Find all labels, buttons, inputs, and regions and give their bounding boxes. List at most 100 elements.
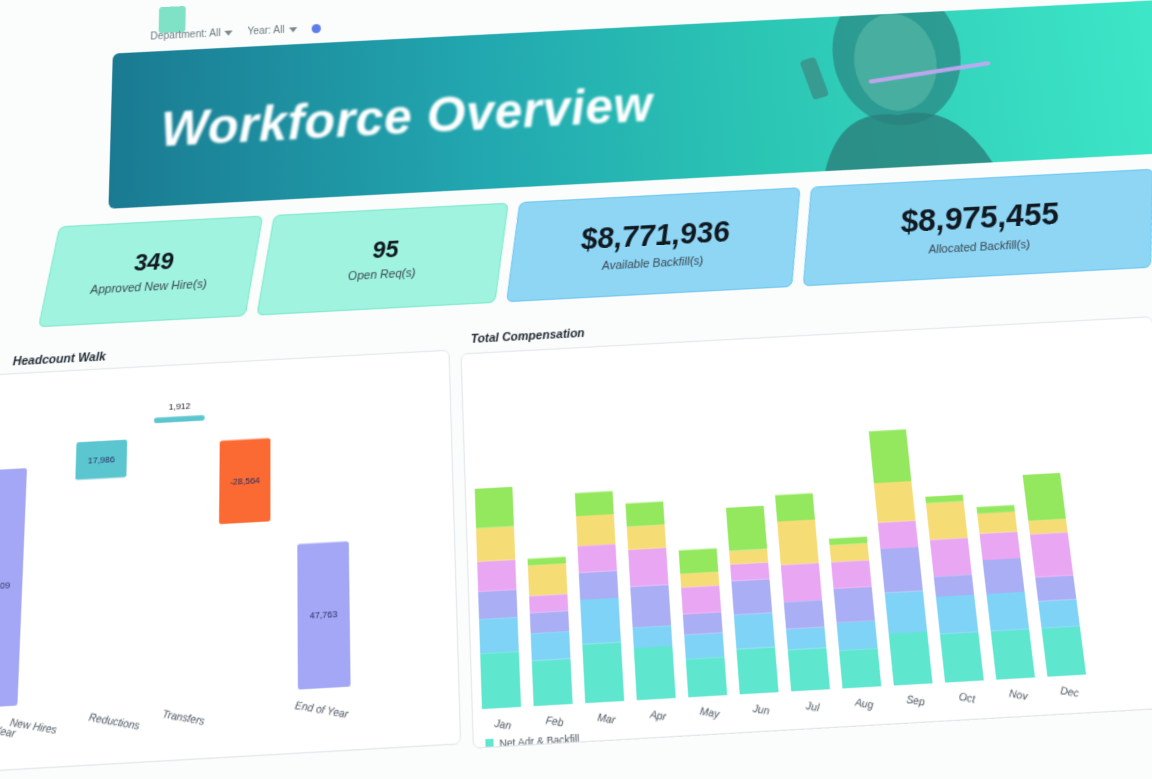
compensation-bar-segment xyxy=(576,514,615,546)
compensation-bar-segment xyxy=(1042,626,1087,676)
waterfall-bar xyxy=(154,415,205,423)
compensation-bar-segment xyxy=(831,560,872,589)
compensation-bar-segment xyxy=(786,627,826,650)
compensation-bar-segment xyxy=(529,594,568,613)
compensation-bar-segment xyxy=(531,631,571,661)
compensation-bar-segment xyxy=(476,526,515,561)
kpi-card-allocated-backfills: $8,975,455 Allocated Backfill(s) xyxy=(803,169,1152,287)
legend-swatch xyxy=(485,739,493,748)
compensation-bar-segment xyxy=(679,548,719,574)
kpi-card-approved-new-hires: 349 Approved New Hire(s) xyxy=(38,216,263,328)
kpi-value: $8,975,455 xyxy=(899,196,1062,241)
compensation-bar-segment xyxy=(731,579,772,615)
compensation-bar-segment xyxy=(684,633,724,659)
compensation-bar-segment xyxy=(686,657,727,697)
month-tick-label: Oct xyxy=(958,690,976,705)
compensation-bar-segment xyxy=(880,547,922,593)
compensation-bar-segment xyxy=(734,613,775,649)
headcount-walk-panel: 78,80917,9861,912-28,56447,763Start of Y… xyxy=(0,350,461,773)
kpi-label: Allocated Backfill(s) xyxy=(927,238,1030,256)
compensation-bar-segment xyxy=(977,512,1017,534)
kpi-value: $8,771,936 xyxy=(580,214,731,256)
compensation-bar-segment xyxy=(936,595,978,635)
compensation-bar-segment xyxy=(580,598,621,645)
chevron-down-icon xyxy=(225,30,233,35)
compensation-bar-segment xyxy=(579,571,619,600)
compensation-bar-segment xyxy=(926,501,968,539)
compensation-bar-segment xyxy=(628,548,668,587)
compensation-bar-segment xyxy=(885,591,927,634)
waterfall-value-label: 17,986 xyxy=(88,454,116,466)
user-avatar-icon[interactable] xyxy=(311,24,320,33)
compensation-bar-segment xyxy=(983,558,1025,594)
compensation-bar-segment xyxy=(683,612,723,635)
kpi-label: Approved New Hire(s) xyxy=(90,278,207,297)
waterfall-category-label: New Hires xyxy=(9,716,59,737)
compensation-bar-segment xyxy=(784,600,825,629)
waterfall-category-label: End of Year xyxy=(294,699,350,721)
waterfall-value-label: 78,809 xyxy=(0,580,11,592)
compensation-bar-segment xyxy=(477,560,516,592)
kpi-card-open-reqs: 95 Open Req(s) xyxy=(256,203,508,316)
compensation-bar-segment xyxy=(633,625,673,648)
compensation-bar-segment xyxy=(889,632,933,686)
kpi-value: 349 xyxy=(133,247,173,277)
compensation-bar-segment xyxy=(869,429,912,483)
month-tick-label: May xyxy=(699,705,720,721)
compensation-bar-segment xyxy=(980,531,1021,560)
total-compensation-panel: Jan Feb Mar Apr May Jun Jul Aug Sep Oct Nov Dec Net … xyxy=(460,316,1152,749)
month-tick-label: Nov xyxy=(1009,687,1029,702)
month-tick-label: Feb xyxy=(545,714,564,729)
page-title: Workforce Overview xyxy=(160,77,654,159)
compensation-bar-segment xyxy=(1028,519,1067,534)
compensation-bar-segment xyxy=(1023,473,1066,521)
headcount-walk-title: Headcount Walk xyxy=(12,350,105,368)
year-filter[interactable]: Year: All xyxy=(247,24,297,38)
compensation-bar-segment xyxy=(986,592,1029,632)
month-tick-label: Apr xyxy=(648,708,668,723)
compensation-bar-segment xyxy=(577,544,616,573)
compensation-bar-segment xyxy=(532,659,573,706)
compensation-bar-segment xyxy=(930,538,972,577)
total-compensation-chart: Jan Feb Mar Apr May Jun Jul Aug Sep Oct Nov Dec Net … xyxy=(462,317,1152,747)
compensation-bar-segment xyxy=(634,646,676,700)
compensation-bar-segment xyxy=(627,525,666,550)
kpi-value: 95 xyxy=(372,235,399,264)
kpi-label: Open Req(s) xyxy=(347,267,415,284)
month-tick-label: Jul xyxy=(804,699,821,714)
compensation-bar-segment xyxy=(934,574,974,596)
compensation-bar-segment xyxy=(834,587,875,623)
compensation-bar-segment xyxy=(830,543,870,562)
compensation-bar-segment xyxy=(777,519,819,564)
compensation-bar-segment xyxy=(991,629,1035,679)
compensation-bar-segment xyxy=(625,501,664,526)
compensation-bar-segment xyxy=(788,648,830,692)
waterfall-value-label: -28,564 xyxy=(230,475,261,487)
compensation-bar-segment xyxy=(837,621,878,651)
compensation-bar-segment xyxy=(726,506,767,551)
compensation-bar-segment xyxy=(480,651,521,709)
compensation-bar-segment xyxy=(736,647,778,694)
compensation-bar-segment xyxy=(680,572,719,588)
total-compensation-title: Total Compensation xyxy=(471,327,585,346)
waterfall-value-label: 47,763 xyxy=(310,609,338,621)
month-tick-label: Dec xyxy=(1060,684,1080,699)
compensation-bar-segment xyxy=(940,632,984,683)
department-filter-label: Department: All xyxy=(150,28,221,43)
compensation-bar-segment xyxy=(681,585,721,614)
headcount-walk-chart: 78,80917,9861,912-28,56447,763Start of Y… xyxy=(0,351,460,771)
year-filter-label: Year: All xyxy=(247,25,284,38)
month-tick-label: Jun xyxy=(751,702,770,717)
compensation-bar-segment xyxy=(874,481,916,522)
banner-portrait-image xyxy=(767,0,1024,173)
month-tick-label: Jan xyxy=(493,717,513,732)
compensation-bar-segment xyxy=(475,487,514,529)
compensation-bar-segment xyxy=(775,493,815,521)
waterfall-value-label: 1,912 xyxy=(168,401,191,412)
compensation-bar-segment xyxy=(781,563,822,602)
compensation-bar-segment xyxy=(630,585,671,628)
compensation-bar-segment xyxy=(729,549,768,565)
compensation-bar-segment xyxy=(582,642,624,703)
month-tick-label: Sep xyxy=(906,693,925,708)
legend-label: Net Adr & Backfill xyxy=(499,733,580,748)
